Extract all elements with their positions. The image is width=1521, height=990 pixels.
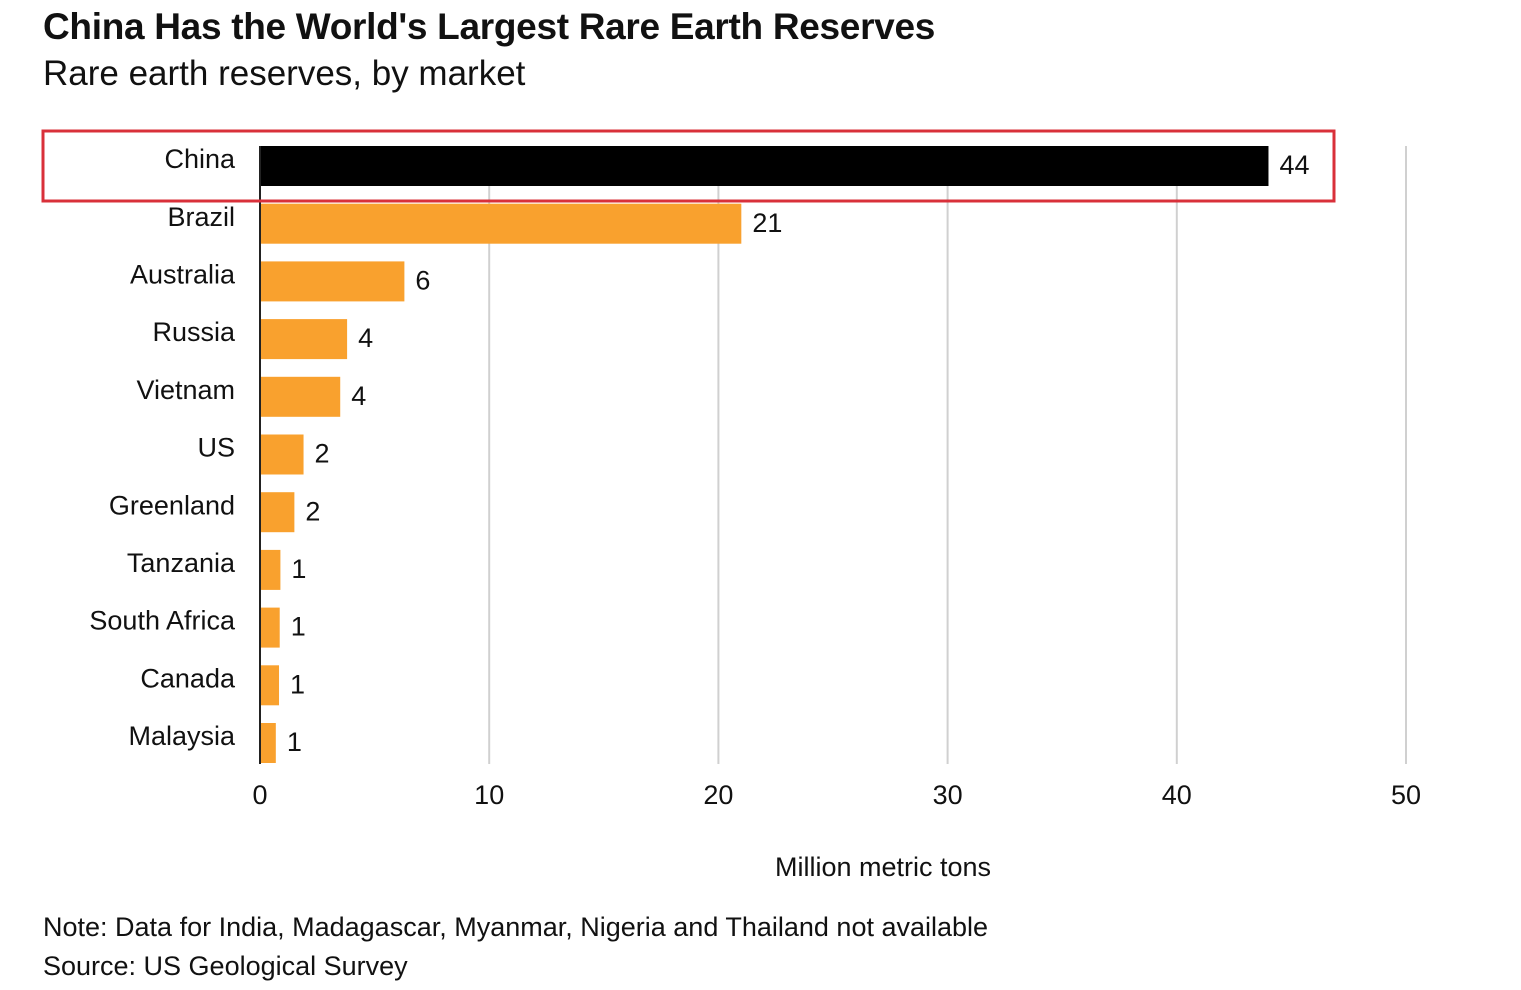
x-axis-title: Million metric tons: [775, 852, 991, 882]
x-tick-label: 50: [1391, 780, 1421, 810]
bar-greenland: [260, 492, 295, 533]
category-label: Greenland: [109, 490, 235, 520]
chart-subtitle: Rare earth reserves, by market: [43, 54, 526, 93]
category-label: Tanzania: [127, 548, 236, 578]
x-tick-label: 30: [933, 780, 963, 810]
chart-source: Source: US Geological Survey: [43, 951, 408, 981]
bar-tanzania: [260, 549, 281, 590]
bar-south-africa: [260, 607, 280, 648]
bar-canada: [260, 665, 280, 706]
bar-russia: [260, 319, 348, 360]
category-label: China: [164, 144, 236, 174]
data-label: 1: [290, 669, 305, 699]
data-label: 44: [1279, 150, 1309, 180]
x-tick-label: 0: [252, 780, 267, 810]
data-label: 1: [291, 554, 306, 584]
category-label: Brazil: [167, 202, 235, 232]
x-tick-label: 20: [703, 780, 733, 810]
data-label: 4: [358, 323, 373, 353]
data-label: 4: [351, 381, 366, 411]
category-label: Canada: [140, 663, 236, 693]
bar-malaysia: [260, 723, 276, 763]
chart-note: Note: Data for India, Madagascar, Myanma…: [43, 912, 989, 942]
data-label: 2: [305, 496, 320, 526]
category-label: Russia: [152, 317, 236, 347]
bar-china: [260, 146, 1269, 186]
category-label: Vietnam: [136, 375, 235, 405]
x-tick-label: 40: [1162, 780, 1192, 810]
highlight-box: [41, 129, 1336, 203]
bar-us: [260, 434, 304, 475]
data-label: 1: [291, 612, 306, 642]
data-label: 2: [315, 439, 330, 469]
category-label: Australia: [130, 260, 236, 290]
data-label: 21: [752, 208, 782, 238]
bar-vietnam: [260, 376, 341, 417]
data-label: 6: [415, 266, 430, 296]
category-label: South Africa: [89, 606, 236, 636]
chart-title: China Has the World's Largest Rare Earth…: [43, 6, 936, 47]
bar-australia: [260, 261, 405, 302]
data-label: 1: [287, 727, 302, 757]
x-tick-label: 10: [474, 780, 504, 810]
bar-brazil: [260, 203, 742, 244]
category-label: Malaysia: [128, 721, 236, 751]
category-label: US: [197, 433, 235, 463]
